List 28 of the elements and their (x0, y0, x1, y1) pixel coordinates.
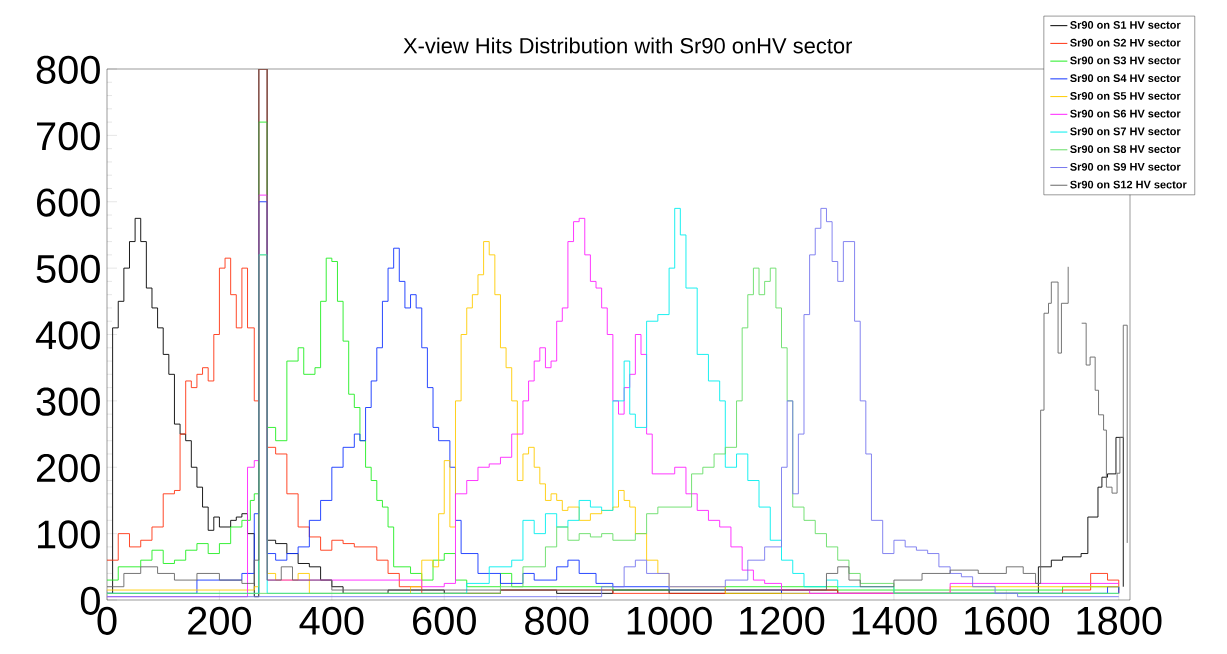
legend-label: Sr90 on S5 HV sector (1070, 92, 1181, 100)
x-tick-label: 1200 (740, 606, 825, 635)
y-tick-label: 700 (37, 122, 100, 151)
x-tick-label: 1400 (852, 606, 937, 635)
legend-label: Sr90 on S6 HV sector (1070, 109, 1181, 118)
legend-label: Sr90 on S2 HV sector (1070, 38, 1181, 47)
y-tick-label: 200 (36, 453, 100, 483)
x-tick-label: 1000 (627, 606, 712, 635)
x-tick-label: 1600 (965, 606, 1050, 635)
legend-label: Sr90 on S12 HV sector (1070, 180, 1187, 189)
y-tick-label: 800 (36, 55, 100, 84)
x-tick-label: 400 (299, 606, 364, 635)
y-tick-label: 300 (36, 387, 100, 416)
legend-label: Sr90 on S4 HV sector (1070, 74, 1181, 83)
x-tick-label: 600 (413, 606, 476, 635)
y-tick-label: 400 (35, 321, 100, 350)
legend-label: Sr90 on S7 HV sector (1070, 127, 1181, 136)
chart-title: X-view Hits Distribution with Sr90 onHV sector (403, 37, 853, 54)
y-tick-label: 500 (36, 254, 100, 284)
x-tick-label: 200 (188, 606, 252, 635)
legend-label: Sr90 on S1 HV sector (1070, 21, 1181, 29)
y-tick-label: 600 (37, 188, 100, 217)
y-tick-label: 100 (38, 520, 100, 549)
legend-label: Sr90 on S3 HV sector (1070, 56, 1181, 65)
x-tick-label: 800 (525, 606, 589, 635)
legend-label: Sr90 on S9 HV sector (1070, 162, 1181, 171)
x-tick-label: 1800 (1077, 606, 1162, 635)
legend-label: Sr90 on S8 HV sector (1070, 145, 1181, 153)
